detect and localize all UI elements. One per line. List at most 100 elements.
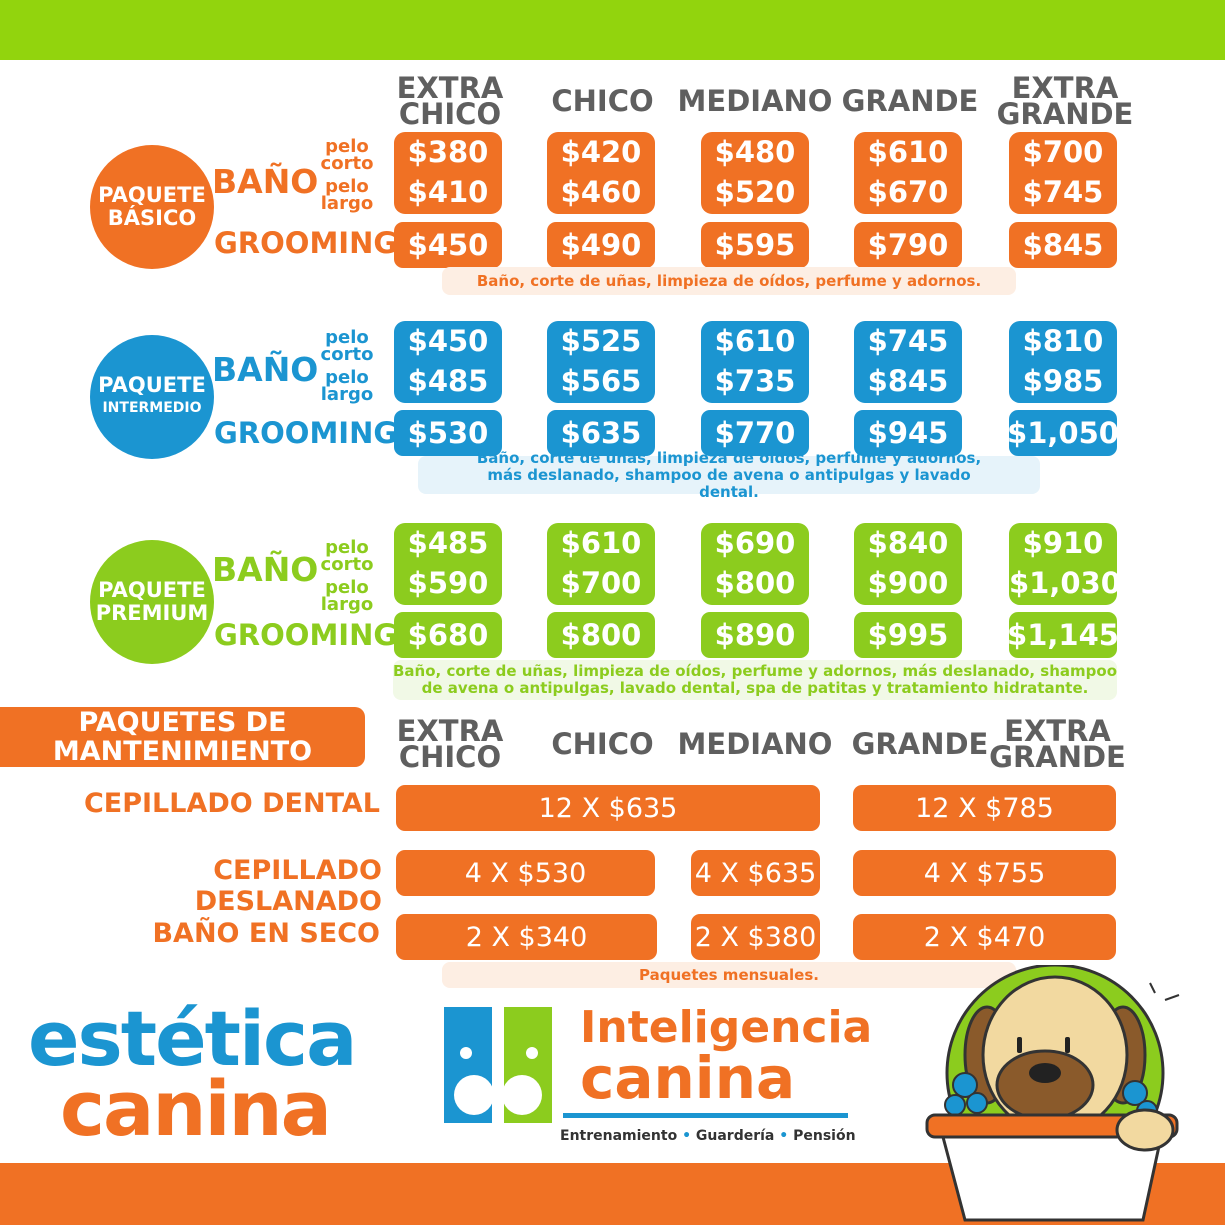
price-intermedio-mediano: $610 $735 — [701, 321, 809, 403]
price-intermedio-extra-chico-largo: $485 — [407, 364, 489, 398]
package-premium-bano-label: BAÑO — [212, 550, 319, 589]
price-intermedio-mediano-largo: $735 — [714, 364, 796, 398]
price-intermedio-extra-chico-corto: $450 — [407, 324, 489, 358]
price-premium-grande: $840 $900 — [854, 523, 962, 605]
maint-cepillado-deslanado-medium: 4 X $635 — [691, 850, 820, 896]
price-basico-grande: $610 $670 — [854, 132, 962, 214]
package-basico-line1: PAQUETE — [98, 183, 206, 207]
price-basico-extra-grande-corto: $700 — [1022, 135, 1104, 169]
package-premium-line2: PREMIUM — [95, 601, 209, 625]
package-basico-pelo-corto: pelo corto — [320, 136, 374, 174]
price-intermedio-extra-grande-corto: $810 — [1022, 324, 1104, 358]
grooming-basico-grande: $790 — [854, 222, 962, 268]
grooming-intermedio-chico: $635 — [547, 410, 655, 456]
estetica-logo-line2: canina — [60, 1064, 332, 1153]
ic-service-pension: Pensión — [793, 1128, 856, 1144]
package-intermedio-circle: PAQUETE INTERMEDIO — [90, 335, 214, 459]
price-intermedio-chico-largo: $565 — [560, 364, 642, 398]
size-header-chico: CHICO — [551, 84, 654, 118]
price-basico-chico: $420 $460 — [547, 132, 655, 214]
price-premium-chico: $610 $700 — [547, 523, 655, 605]
price-premium-extra-chico-largo: $590 — [407, 566, 489, 600]
maint-size-header-extra-chico: EXTRA CHICO — [396, 714, 504, 774]
package-intermedio-line2: INTERMEDIO — [102, 400, 202, 416]
price-intermedio-grande-largo: $845 — [867, 364, 949, 398]
maint-cepillado-dental-small: 12 X $635 — [396, 785, 820, 831]
maint-cepillado-deslanado-small: 4 X $530 — [396, 850, 655, 896]
bullet-icon: • — [682, 1128, 696, 1144]
grooming-basico-mediano: $595 — [701, 222, 809, 268]
inteligencia-canina-logo-mark — [442, 1005, 554, 1123]
maintenance-note: Paquetes mensuales. — [442, 962, 1016, 988]
size-header-extra-chico: EXTRA CHICO — [396, 71, 504, 131]
price-basico-mediano-largo: $520 — [714, 175, 796, 209]
package-basico-pelo-largo: pelo largo — [320, 176, 374, 214]
ic-service-entrenamiento: Entrenamiento — [560, 1128, 678, 1144]
price-intermedio-chico-corto: $525 — [560, 324, 642, 358]
maint-size-header-grande: GRANDE — [851, 727, 989, 761]
grooming-intermedio-extra-chico: $530 — [394, 410, 502, 456]
ic-logo-line1: Inteligencia — [580, 1002, 873, 1053]
price-premium-extra-grande: $910 $1,030 — [1009, 523, 1121, 605]
package-basico-note: Baño, corte de uñas, limpieza de oídos, … — [442, 267, 1016, 295]
maint-size-header-chico: CHICO — [551, 727, 654, 761]
package-premium-pelo-corto: pelo corto — [320, 537, 374, 575]
size-header-grande: GRANDE — [841, 84, 979, 118]
estetica-logo-line1: estética — [28, 994, 357, 1083]
price-intermedio-grande-corto: $745 — [867, 324, 949, 358]
dog-bath-icon — [925, 963, 1180, 1222]
size-header-mediano: MEDIANO — [677, 84, 833, 118]
package-basico-circle: PAQUETE BÁSICO — [90, 145, 214, 269]
bullet-icon: • — [779, 1128, 794, 1144]
grooming-premium-extra-chico: $680 — [394, 612, 502, 658]
maint-size-header-extra-grande: EXTRA GRANDE — [989, 714, 1126, 774]
maint-size-header-mediano: MEDIANO — [677, 727, 833, 761]
maint-bano-en-seco-small: 2 X $340 — [396, 914, 657, 960]
price-basico-mediano-corto: $480 — [714, 135, 796, 169]
grooming-premium-grande: $995 — [854, 612, 962, 658]
grooming-basico-extra-grande: $845 — [1009, 222, 1117, 268]
grooming-intermedio-extra-grande: $1,050 — [1007, 410, 1119, 456]
maint-bano-en-seco-large: 2 X $470 — [853, 914, 1116, 960]
grooming-basico-extra-chico: $450 — [394, 222, 502, 268]
price-intermedio-extra-grande: $810 $985 — [1009, 321, 1117, 403]
package-intermedio-pelo-corto: pelo corto — [320, 327, 374, 365]
price-intermedio-extra-chico: $450 $485 — [394, 321, 502, 403]
price-premium-grande-corto: $840 — [867, 526, 949, 560]
price-premium-mediano: $690 $800 — [701, 523, 809, 605]
package-premium-circle: PAQUETE PREMIUM — [90, 540, 214, 664]
price-basico-extra-grande: $700 $745 — [1009, 132, 1117, 214]
maint-label-cepillado-dental: CEPILLADO DENTAL — [83, 788, 380, 819]
ic-logo-underline — [563, 1113, 848, 1118]
grooming-intermedio-mediano: $770 — [701, 410, 809, 456]
package-basico-grooming-label: GROOMING — [214, 226, 398, 260]
maint-bano-en-seco-medium: 2 X $380 — [691, 914, 820, 960]
price-basico-extra-grande-largo: $745 — [1022, 175, 1104, 209]
price-basico-grande-corto: $610 — [867, 135, 949, 169]
price-premium-grande-largo: $900 — [867, 566, 949, 600]
ic-services: Entrenamiento • Guardería • Pensión — [560, 1128, 860, 1144]
top-bar — [0, 0, 1225, 60]
package-premium-line1: PAQUETE — [98, 578, 206, 602]
price-intermedio-grande: $745 $845 — [854, 321, 962, 403]
logo-mark-icon — [444, 1007, 552, 1123]
price-premium-extra-grande-largo: $1,030 — [1009, 566, 1121, 600]
package-intermedio-line1: PAQUETE — [98, 373, 206, 397]
maintenance-title: PAQUETES DE MANTENIMIENTO — [0, 707, 365, 767]
package-premium-note: Baño, corte de uñas, limpieza de oídos, … — [393, 660, 1117, 700]
maint-cepillado-deslanado-large: 4 X $755 — [853, 850, 1116, 896]
price-basico-extra-chico-corto: $380 — [407, 135, 489, 169]
package-intermedio-grooming-label: GROOMING — [214, 416, 398, 450]
price-basico-grande-largo: $670 — [867, 175, 949, 209]
maint-label-bano-en-seco: BAÑO EN SECO — [152, 918, 380, 949]
price-premium-chico-corto: $610 — [560, 526, 642, 560]
price-intermedio-chico: $525 $565 — [547, 321, 655, 403]
package-intermedio-pelo-largo: pelo largo — [320, 367, 374, 405]
grooming-intermedio-grande: $945 — [854, 410, 962, 456]
maint-cepillado-dental-large: 12 X $785 — [853, 785, 1116, 831]
price-basico-extra-chico: $380 $410 — [394, 132, 502, 214]
price-premium-extra-chico-corto: $485 — [407, 526, 489, 560]
package-premium-grooming-label: GROOMING — [214, 618, 398, 652]
ic-logo-line2: canina — [580, 1044, 796, 1112]
package-basico-line2: BÁSICO — [107, 206, 197, 230]
